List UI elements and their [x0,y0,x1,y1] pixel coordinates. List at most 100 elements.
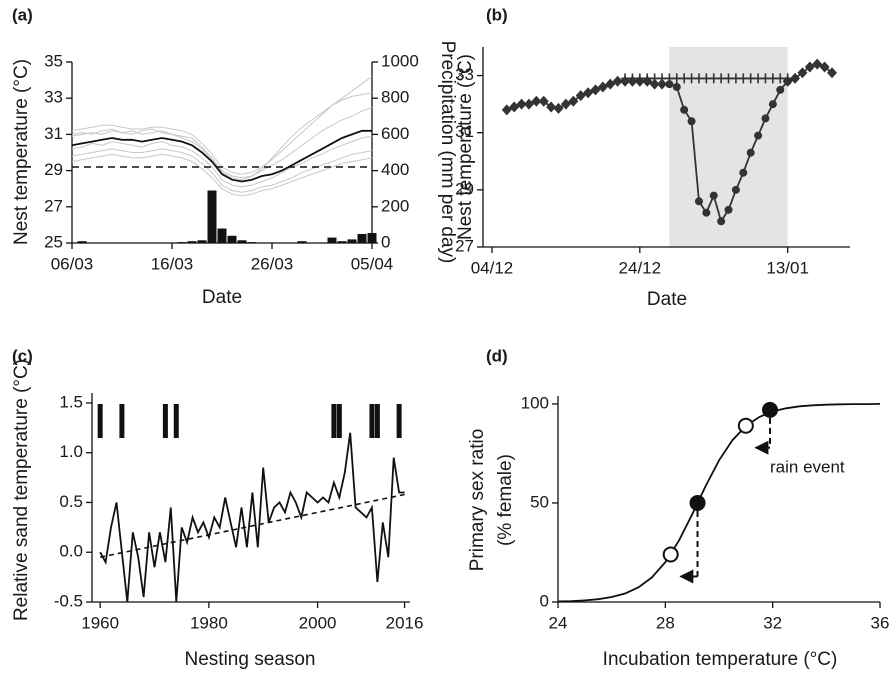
plus-marker [717,73,726,84]
panel-label: (d) [486,346,508,365]
y-tick-label: 0 [540,591,549,610]
x-axis-label: Date [647,289,687,310]
bar [207,190,217,243]
data-line [71,92,373,181]
data-line [71,153,373,197]
plus-marker [739,73,748,84]
y-tick-label: 35 [44,51,63,70]
diamond-marker [819,61,830,73]
diamond-marker [797,67,808,79]
event-bar [396,404,402,438]
y2-tick-label: 1000 [381,51,419,70]
x-tick-label: 32 [763,613,782,632]
event-bar [97,404,103,438]
circle-marker [709,191,718,200]
y-tick-label: 29 [44,160,63,179]
circle-marker [776,85,785,94]
plus-marker [754,73,763,84]
plus-marker [650,73,659,84]
plus-marker [687,73,696,84]
plus-marker [621,73,630,84]
y-tick-label: 1.5 [59,392,83,411]
plus-marker [658,73,666,84]
event-bar [374,404,380,438]
x-tick-label: 2000 [299,613,337,632]
x-tick-label: 26/03 [251,254,294,273]
bar [367,233,377,243]
trend-line [99,493,405,558]
x-tick-label: 13/01 [766,258,809,277]
plus-marker [635,73,644,84]
y-tick-label: 25 [44,232,63,251]
data-line [71,129,372,183]
circle-marker [687,117,696,126]
event-bar [162,404,168,438]
diamond-marker [649,78,660,90]
y2-tick-label: 600 [381,124,409,143]
event-bar [369,404,375,438]
plus-marker [776,73,785,84]
circle-marker [717,217,726,226]
y2-tick-label: 800 [381,88,409,107]
x-axis-label: Incubation temperature (°C) [603,649,838,670]
data-point [689,494,706,511]
plus-marker [702,73,711,84]
y2-tick-label: 200 [381,196,409,215]
event-bar [119,404,125,438]
plus-marker [672,73,681,84]
circle-marker [731,185,740,194]
x-tick-label: 24 [549,613,568,632]
circle-marker [702,208,711,217]
diamond-marker [827,67,837,79]
data-point [737,417,754,434]
y-tick-label: 27 [455,236,474,255]
diamond-marker [790,72,801,84]
data-line [71,76,373,175]
x-tick-label: 05/04 [351,254,394,273]
x-tick-label: 2016 [386,613,424,632]
y-tick-label: 29 [455,179,474,198]
plus-marker [694,73,703,84]
data-line [99,432,405,603]
y-axis-label: Primary sex ratio [467,429,488,572]
data-line [71,148,373,193]
x-tick-label: 1960 [81,613,119,632]
x-tick-label: 24/12 [619,258,662,277]
plus-marker [768,73,777,84]
bar [347,239,357,243]
x-tick-label: 04/12 [471,258,514,277]
data-line [557,403,881,603]
x-axis-label: Nesting season [185,649,316,670]
circle-marker [746,148,755,157]
diamond-marker [538,95,549,107]
x-tick-label: 06/03 [51,254,94,273]
x-tick-label: 16/03 [151,254,194,273]
circle-marker [665,80,674,89]
y-tick-label: 0.5 [59,492,83,511]
bar [327,237,337,243]
circle-marker [768,100,777,109]
event-bar [331,404,337,438]
y-tick-label: -0.5 [54,591,83,610]
bar [77,241,87,243]
plus-marker [724,73,733,84]
y-tick-label: 27 [44,196,63,215]
event-bar [173,404,179,438]
bar [297,241,307,243]
x-tick-label: 1980 [190,613,228,632]
diamond-marker [553,102,564,114]
plus-marker [761,73,770,84]
diamond-marker [568,95,579,107]
x-tick-label: 36 [871,613,890,632]
bar [357,233,367,243]
y2-tick-label: 400 [381,160,409,179]
bar [237,240,247,243]
panel-label: (b) [486,5,508,24]
circle-marker [754,131,763,140]
plus-marker [628,73,637,84]
y-axis-label: (% female) [495,454,516,546]
circle-marker [739,168,748,177]
y-tick-label: 1.0 [59,442,83,461]
diamond-marker [531,95,542,107]
